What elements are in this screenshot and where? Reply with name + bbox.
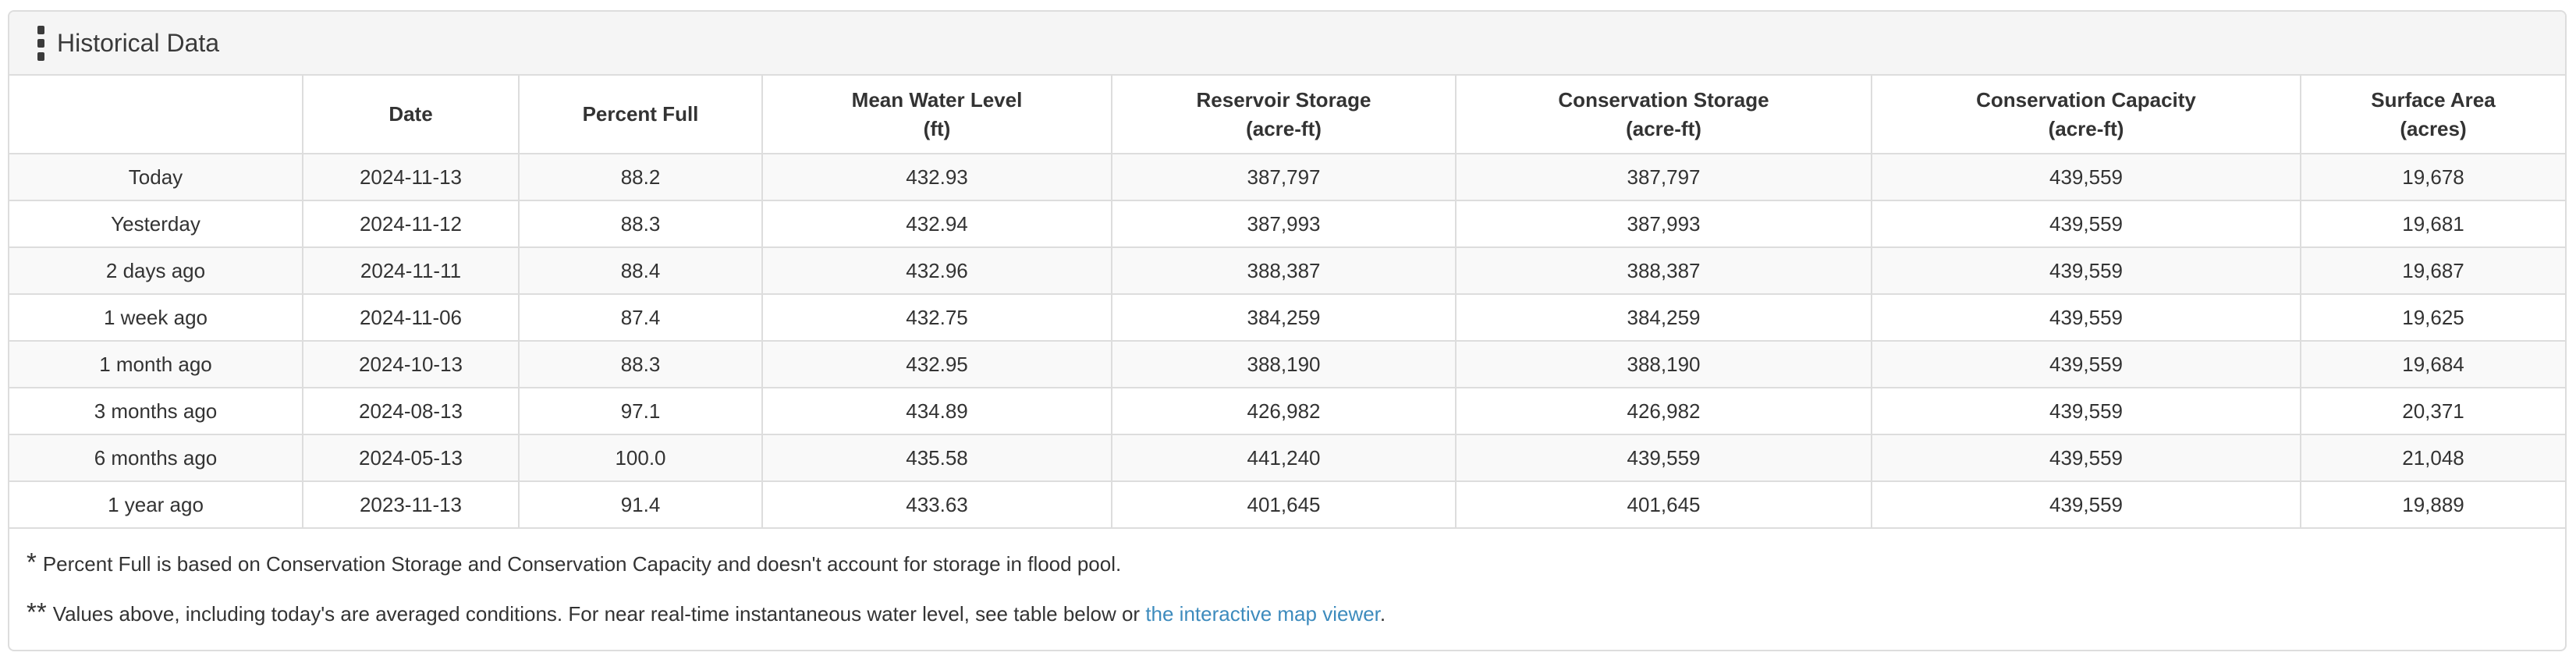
cell-surface-area: 19,684	[2300, 340, 2565, 388]
table-header-row: Date Percent Full Mean Water Level (ft) Rese…	[9, 76, 2565, 154]
cell-surface-area: 19,889	[2300, 480, 2565, 529]
cell-reservoir-storage: 441,240	[1111, 434, 1457, 482]
footnote-averaged-text-end: .	[1379, 602, 1386, 626]
cell-date: 2024-08-13	[302, 387, 520, 435]
cell-percent-full: 88.3	[518, 340, 763, 388]
vertical-grip-dots-icon[interactable]	[37, 25, 44, 61]
column-header-conservation-capacity: Conservation Capacity (acre-ft)	[1871, 76, 2301, 154]
cell-conservation-capacity: 439,559	[1871, 480, 2301, 529]
cell-percent-full: 87.4	[518, 293, 763, 342]
cell-mean-water-level: 432.93	[761, 153, 1112, 201]
cell-conservation-capacity: 439,559	[1871, 246, 2301, 295]
row-label: 6 months ago	[9, 434, 303, 482]
cell-reservoir-storage: 384,259	[1111, 293, 1457, 342]
cell-reservoir-storage: 387,797	[1111, 153, 1457, 201]
table-row: 3 months ago 2024-08-13 97.1 434.89 426,982 4…	[9, 387, 2565, 435]
cell-date: 2024-11-06	[302, 293, 520, 342]
cell-mean-water-level: 432.94	[761, 200, 1112, 248]
cell-date: 2023-11-13	[302, 480, 520, 529]
cell-conservation-storage: 388,190	[1455, 340, 1872, 388]
row-label: Today	[9, 153, 303, 201]
row-label: 1 year ago	[9, 480, 303, 529]
table-row: 6 months ago 2024-05-13 100.0 435.58 441,240…	[9, 434, 2565, 482]
row-label: 3 months ago	[9, 387, 303, 435]
column-header-reservoir-storage: Reservoir Storage (acre-ft)	[1111, 76, 1457, 154]
column-header-row-label	[9, 76, 303, 154]
cell-conservation-storage: 388,387	[1455, 246, 1872, 295]
cell-date: 2024-11-11	[302, 246, 520, 295]
cell-percent-full: 100.0	[518, 434, 763, 482]
cell-conservation-storage: 387,993	[1455, 200, 1872, 248]
column-header-mean-water-level: Mean Water Level (ft)	[761, 76, 1112, 154]
cell-percent-full: 88.4	[518, 246, 763, 295]
cell-reservoir-storage: 426,982	[1111, 387, 1457, 435]
historical-data-table: Date Percent Full Mean Water Level (ft) Rese…	[9, 76, 2565, 529]
cell-conservation-capacity: 439,559	[1871, 340, 2301, 388]
footnote-marker-single-asterisk: *	[27, 548, 37, 576]
table-row: 1 month ago 2024-10-13 88.3 432.95 388,190 38…	[9, 340, 2565, 388]
footnote-marker-double-asterisk: **	[27, 597, 47, 627]
cell-mean-water-level: 433.63	[761, 480, 1112, 529]
cell-conservation-capacity: 439,559	[1871, 293, 2301, 342]
cell-mean-water-level: 432.96	[761, 246, 1112, 295]
cell-surface-area: 21,048	[2300, 434, 2565, 482]
table-header: Date Percent Full Mean Water Level (ft) Rese…	[9, 76, 2565, 154]
footnote-percent-full-text: Percent Full is based on Conservation St…	[42, 552, 1122, 576]
historical-data-panel: Historical Data Date Percent Full Mean Wat…	[8, 10, 2567, 651]
cell-conservation-storage: 426,982	[1455, 387, 1872, 435]
cell-conservation-capacity: 439,559	[1871, 153, 2301, 201]
cell-date: 2024-11-12	[302, 200, 520, 248]
cell-reservoir-storage: 388,387	[1111, 246, 1457, 295]
row-label: 2 days ago	[9, 246, 303, 295]
cell-reservoir-storage: 401,645	[1111, 480, 1457, 529]
table-row: 1 week ago 2024-11-06 87.4 432.75 384,259 384…	[9, 293, 2565, 342]
cell-conservation-capacity: 439,559	[1871, 387, 2301, 435]
table-row: 1 year ago 2023-11-13 91.4 433.63 401,645 401…	[9, 480, 2565, 529]
footnote-averaged-text: Values above, including today's are aver…	[52, 602, 1146, 626]
cell-reservoir-storage: 387,993	[1111, 200, 1457, 248]
column-header-conservation-storage: Conservation Storage (acre-ft)	[1455, 76, 1872, 154]
cell-percent-full: 91.4	[518, 480, 763, 529]
cell-reservoir-storage: 388,190	[1111, 340, 1457, 388]
row-label: 1 month ago	[9, 340, 303, 388]
cell-date: 2024-10-13	[302, 340, 520, 388]
panel-title: Historical Data	[57, 28, 220, 57]
cell-percent-full: 88.3	[518, 200, 763, 248]
table-row: Yesterday 2024-11-12 88.3 432.94 387,993 387,…	[9, 200, 2565, 248]
cell-conservation-capacity: 439,559	[1871, 434, 2301, 482]
cell-conservation-capacity: 439,559	[1871, 200, 2301, 248]
cell-percent-full: 97.1	[518, 387, 763, 435]
panel-header: Historical Data	[9, 12, 2565, 76]
column-header-percent-full: Percent Full	[518, 76, 763, 154]
row-label: 1 week ago	[9, 293, 303, 342]
cell-date: 2024-05-13	[302, 434, 520, 482]
cell-surface-area: 19,681	[2300, 200, 2565, 248]
cell-conservation-storage: 384,259	[1455, 293, 1872, 342]
footnote-percent-full: * Percent Full is based on Conservation S…	[27, 544, 2546, 580]
row-label: Yesterday	[9, 200, 303, 248]
cell-mean-water-level: 432.75	[761, 293, 1112, 342]
cell-date: 2024-11-13	[302, 153, 520, 201]
cell-surface-area: 20,371	[2300, 387, 2565, 435]
table-row: 2 days ago 2024-11-11 88.4 432.96 388,387 388…	[9, 246, 2565, 295]
cell-surface-area: 19,678	[2300, 153, 2565, 201]
cell-conservation-storage: 387,797	[1455, 153, 1872, 201]
table-body: Today 2024-11-13 88.2 432.93 387,797 387,797 4…	[9, 153, 2565, 529]
cell-mean-water-level: 435.58	[761, 434, 1112, 482]
cell-mean-water-level: 432.95	[761, 340, 1112, 388]
cell-percent-full: 88.2	[518, 153, 763, 201]
cell-conservation-storage: 401,645	[1455, 480, 1872, 529]
table-row: Today 2024-11-13 88.2 432.93 387,797 387,797 4…	[9, 153, 2565, 201]
footnotes-section: * Percent Full is based on Conservation S…	[9, 529, 2565, 630]
cell-surface-area: 19,687	[2300, 246, 2565, 295]
cell-surface-area: 19,625	[2300, 293, 2565, 342]
column-header-surface-area: Surface Area (acres)	[2300, 76, 2565, 154]
footnote-averaged-conditions: ** Values above, including today's are av…	[27, 594, 2546, 630]
interactive-map-viewer-link[interactable]: the interactive map viewer	[1145, 602, 1380, 626]
cell-mean-water-level: 434.89	[761, 387, 1112, 435]
cell-conservation-storage: 439,559	[1455, 434, 1872, 482]
column-header-date: Date	[302, 76, 520, 154]
